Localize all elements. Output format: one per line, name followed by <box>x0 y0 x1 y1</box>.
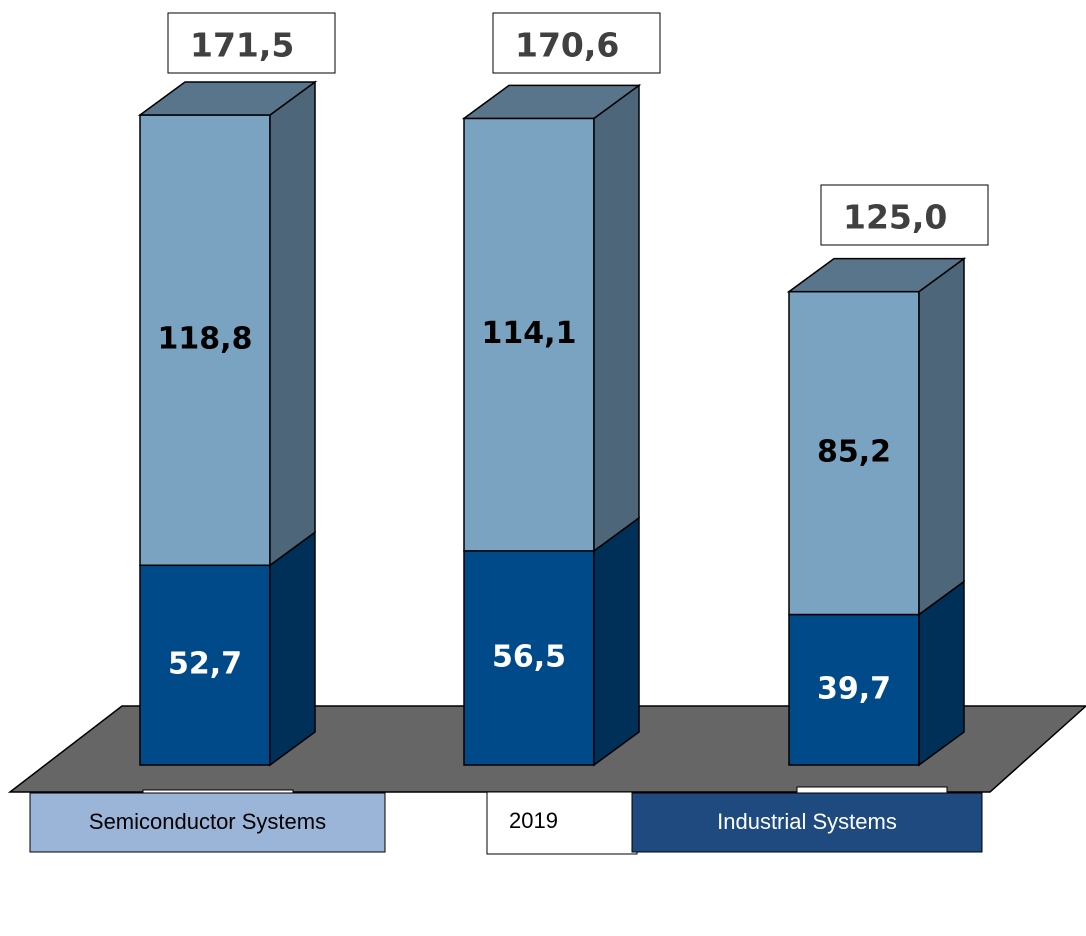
bar-segment <box>139 564 271 766</box>
value-label: 114,1 <box>482 316 577 351</box>
value-label: 52,7 <box>168 647 242 682</box>
bar-top <box>786 257 967 293</box>
bar-segment <box>139 114 271 567</box>
total-box <box>820 184 989 246</box>
total-box <box>167 12 336 74</box>
bar-side <box>593 83 640 553</box>
bar-side <box>593 516 640 767</box>
bar-side <box>269 530 316 767</box>
value-label: 85,2 <box>817 435 891 470</box>
legend-label: Industrial Systems <box>717 809 897 834</box>
bar-segment <box>463 117 595 552</box>
bar-side <box>918 257 965 617</box>
legend-label: Semiconductor Systems <box>89 809 326 834</box>
bar-top <box>137 81 318 116</box>
x-tick-label: 2019 <box>509 808 558 833</box>
value-label: 56,5 <box>492 639 566 674</box>
total-label: 125,0 <box>843 198 947 237</box>
total-label: 170,6 <box>515 26 619 65</box>
legend-swatch <box>631 792 983 853</box>
total-box <box>492 12 661 74</box>
total-label: 171,5 <box>190 26 294 65</box>
legend-swatch <box>29 792 386 853</box>
value-label: 39,7 <box>817 671 891 706</box>
value-label: 118,8 <box>158 322 253 357</box>
bar-segment <box>788 613 920 766</box>
bar-top <box>461 84 642 120</box>
bar-segment <box>463 550 595 766</box>
bar-side <box>269 80 316 567</box>
